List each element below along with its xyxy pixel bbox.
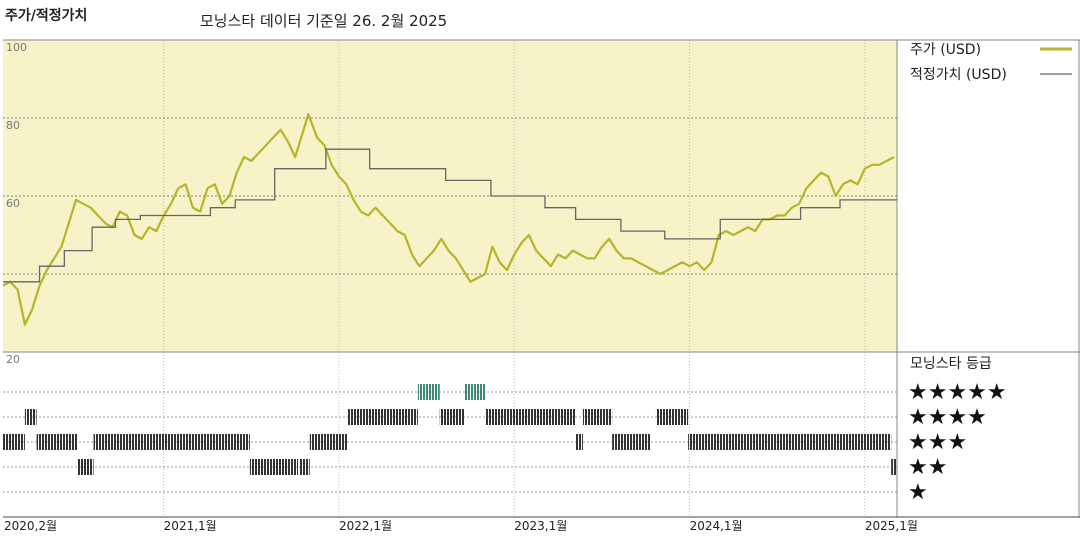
rating-bar bbox=[439, 409, 465, 425]
rating-label: ★★★★ bbox=[908, 405, 987, 430]
rating-bar bbox=[575, 434, 583, 450]
rating-bar bbox=[485, 409, 576, 425]
rating-title: 모닝스타 등급 bbox=[910, 356, 992, 372]
legend-label: 주가 (USD) bbox=[910, 42, 981, 58]
chart-title: 주가/적정가치 bbox=[5, 7, 87, 24]
plot-area bbox=[3, 40, 897, 352]
rating-label: ★★★ bbox=[908, 430, 967, 455]
rating-label: ★★★★★ bbox=[908, 380, 1007, 405]
x-tick-label: 2025,1월 bbox=[865, 519, 918, 533]
rating-label: ★ bbox=[908, 480, 928, 505]
price-line bbox=[2, 113, 895, 326]
rating-bar bbox=[36, 434, 78, 450]
x-tick-label: 2022,1월 bbox=[339, 519, 392, 533]
y-tick-label: 20 bbox=[6, 353, 20, 366]
x-tick-label: 2021,1월 bbox=[164, 519, 217, 533]
rating-bar bbox=[464, 384, 486, 400]
rating-bar bbox=[309, 434, 348, 450]
y-tick-label: 80 bbox=[6, 119, 20, 132]
rating-bar bbox=[688, 434, 892, 450]
rating-bar bbox=[93, 434, 250, 450]
x-tick-label: 2024,1월 bbox=[690, 519, 743, 533]
rating-bar bbox=[77, 459, 94, 475]
rating-bar bbox=[347, 409, 418, 425]
rating-bar bbox=[582, 409, 613, 425]
rating-label: ★★ bbox=[908, 455, 947, 480]
rating-bar bbox=[612, 434, 651, 450]
rating-bar bbox=[417, 384, 440, 400]
rating-bar bbox=[891, 459, 897, 475]
x-tick-label: 2020,2월 bbox=[4, 519, 57, 533]
rating-bar bbox=[655, 409, 689, 425]
rating-bar bbox=[24, 409, 37, 425]
fair-value-line bbox=[3, 148, 897, 283]
y-tick-label: 60 bbox=[6, 197, 20, 210]
rating-bar bbox=[249, 459, 299, 475]
legend-label: 적정가치 (USD) bbox=[910, 67, 1007, 83]
rating-bar bbox=[3, 434, 25, 450]
x-tick-label: 2023,1월 bbox=[514, 519, 567, 533]
rating-bar bbox=[299, 459, 310, 475]
y-tick-label: 100 bbox=[6, 41, 27, 54]
chart-subtitle: 모닝스타 데이터 기준일 26. 2월 2025 bbox=[200, 12, 447, 30]
